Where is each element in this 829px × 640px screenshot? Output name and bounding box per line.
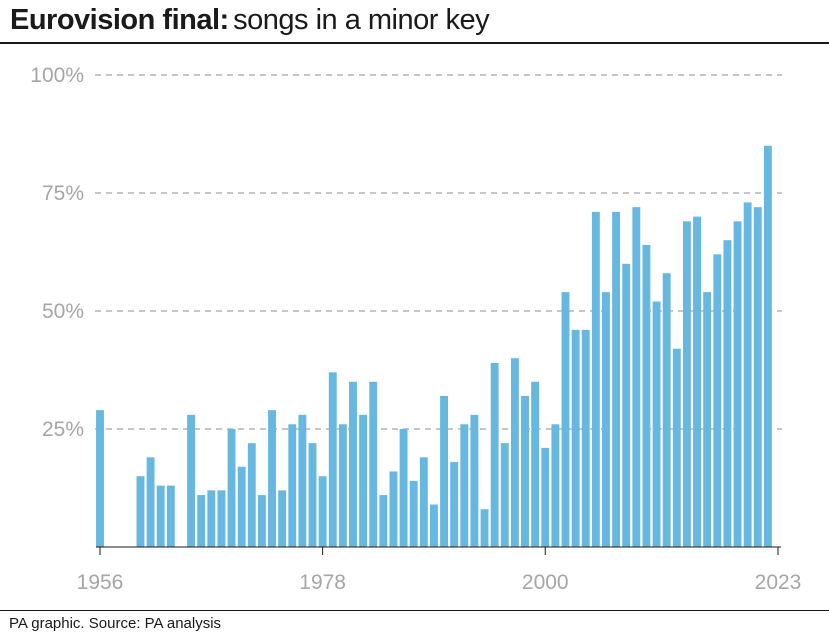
bar-2005 — [591, 211, 600, 547]
bar-1977 — [308, 443, 317, 547]
bar-2017 — [713, 254, 722, 548]
bar-1983 — [369, 381, 378, 547]
y-tick-label: 50% — [42, 300, 84, 323]
bar-2013 — [672, 348, 681, 547]
bar-2004 — [581, 329, 590, 547]
bar-1972 — [257, 495, 266, 547]
bar-2007 — [612, 211, 621, 547]
bar-2002 — [561, 292, 570, 547]
bar-1984 — [379, 495, 388, 547]
bar-1986 — [399, 429, 408, 547]
bar-2021 — [753, 207, 762, 547]
x-tick-label: 1978 — [299, 571, 346, 594]
bar-1981 — [349, 381, 357, 547]
bar-1991 — [450, 462, 459, 547]
bar-1993 — [470, 414, 479, 547]
bar-1969 — [227, 429, 236, 547]
bar-1967 — [207, 490, 216, 547]
tick-labels: 25% 50% 75% 100% 1956 1978 2000 2023 — [30, 64, 801, 594]
bar-1985 — [389, 471, 398, 547]
bar-1987 — [409, 480, 418, 547]
bar-1963 — [166, 485, 175, 547]
bars — [96, 145, 772, 548]
bar-2008 — [622, 263, 631, 547]
bar-2018 — [723, 240, 732, 547]
bar-1974 — [278, 490, 287, 547]
bar-1975 — [288, 424, 297, 547]
bar-2010 — [642, 244, 651, 548]
bar-1966 — [197, 495, 206, 547]
bar-1970 — [237, 466, 246, 547]
source-note: PA graphic. Source: PA analysis — [9, 615, 222, 632]
bar-2014 — [682, 221, 691, 547]
bar-1994 — [480, 509, 489, 547]
footer-divider — [0, 610, 829, 611]
bar-1965 — [187, 414, 196, 547]
gridlines — [95, 74, 782, 430]
bar-2019 — [733, 221, 742, 547]
bar-1988 — [419, 457, 428, 547]
x-tick-label: 2023 — [755, 571, 802, 594]
bar-1961 — [146, 457, 155, 547]
bar-1960 — [136, 476, 145, 547]
bar-1990 — [440, 395, 448, 547]
bar-2009 — [632, 207, 641, 547]
bar-1999 — [531, 381, 540, 547]
chart-title-bold: Eurovision final: — [10, 4, 229, 36]
y-tick-label: 100% — [30, 64, 84, 87]
bar-1989 — [429, 504, 438, 547]
bar-2015 — [693, 216, 701, 547]
x-tick-label: 2000 — [522, 571, 569, 594]
bar-2022 — [763, 145, 772, 548]
y-tick-label: 75% — [42, 182, 84, 205]
x-axis — [96, 546, 781, 555]
bar-1995 — [490, 362, 499, 547]
bar-1973 — [268, 410, 276, 547]
title-divider — [0, 42, 829, 44]
x-tick-label: 1956 — [77, 571, 124, 594]
bar-1956 — [96, 410, 104, 547]
bar-1968 — [217, 490, 226, 547]
bar-1980 — [338, 424, 347, 547]
bar-1996 — [500, 443, 509, 547]
y-tick-label: 25% — [42, 418, 84, 441]
bar-2001 — [551, 424, 560, 547]
bar-1962 — [156, 485, 165, 547]
bar-2011 — [652, 301, 661, 547]
bar-2016 — [703, 292, 712, 547]
bar-2006 — [602, 292, 610, 547]
bar-1979 — [328, 372, 337, 547]
chart-title-rest: songs in a minor key — [233, 4, 490, 36]
bar-1976 — [298, 414, 307, 547]
chart-title: Eurovision final: songs in a minor key — [10, 4, 490, 37]
bar-1992 — [460, 424, 469, 547]
bar-2003 — [571, 329, 580, 547]
bar-chart: 25% 50% 75% 100% 1956 1978 2000 2023 — [30, 64, 801, 594]
bar-2020 — [743, 202, 752, 547]
bar-1971 — [247, 443, 256, 547]
bar-2000 — [541, 447, 550, 547]
bar-1978 — [318, 476, 327, 547]
bar-1982 — [359, 414, 368, 547]
bar-1998 — [521, 395, 529, 547]
bar-1997 — [510, 358, 519, 547]
bar-2012 — [662, 273, 671, 547]
